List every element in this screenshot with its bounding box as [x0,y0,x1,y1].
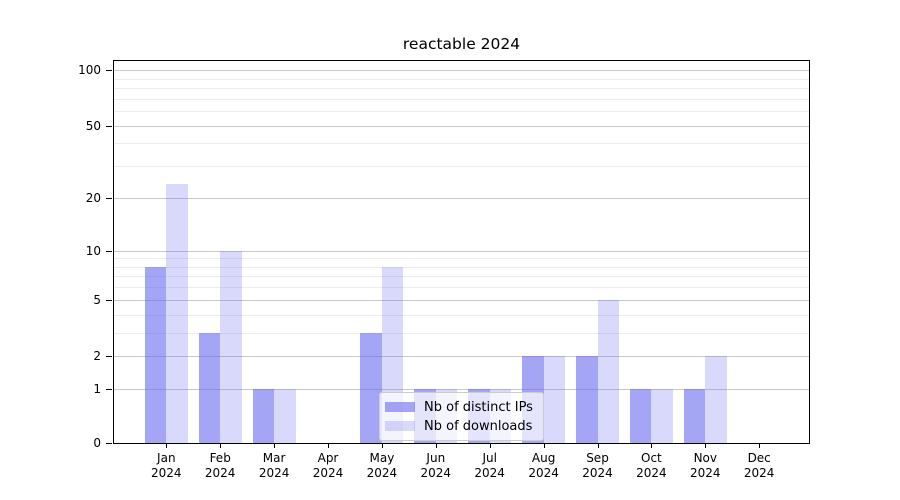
y-tick-mark-0 [106,443,112,444]
legend-swatch-downloads-icon [385,421,415,431]
bar-distinct-ips-sep [576,356,598,443]
legend-label-downloads: Nb of downloads [424,418,533,434]
y-tick-label-50: 50 [85,118,101,133]
y-tick-label-2: 2 [93,349,101,364]
legend: Nb of distinct IPs Nb of downloads [379,392,544,441]
y-tick-mark-50 [106,125,112,127]
x-tick-mark-jun [435,444,437,448]
y-tick-label-20: 20 [85,190,101,205]
bar-distinct-ips-nov [683,389,706,443]
gridline-major-5 [114,299,809,301]
bar-downloads-sep [597,299,619,443]
y-tick-mark-10 [106,250,112,252]
x-tick-label-mar: Mar 2024 [258,451,290,480]
x-tick-label-dec: Dec 2024 [743,451,775,480]
y-tick-mark-5 [106,299,112,301]
bar-downloads-aug [543,356,566,443]
gridline-major-1 [114,389,809,391]
gridline-major-100 [114,70,809,71]
y-tick-label-100: 100 [78,63,101,77]
legend-swatch-distinct-ips-icon [385,402,415,412]
gridline-minor-4 [114,314,809,316]
x-tick-label-jun: Jun 2024 [420,451,452,480]
x-tick-mark-dec [759,444,761,448]
x-tick-mark-jul [489,444,491,448]
x-tick-mark-nov [705,444,707,448]
gridline-major-20 [114,197,809,199]
bar-distinct-ips-jan [144,266,167,443]
gridline-major-2 [114,356,809,358]
bar-distinct-ips-oct [629,389,652,443]
gridline-minor-6 [114,287,809,289]
bar-distinct-ips-may [360,332,382,443]
x-tick-label-jan: Jan 2024 [151,451,182,480]
x-tick-mark-aug [543,444,545,448]
x-tick-label-apr: Apr 2024 [312,451,344,480]
y-tick-label-10: 10 [85,243,101,258]
chart-title: reactable 2024 [402,35,521,53]
x-tick-label-aug: Aug 2024 [528,451,559,480]
gridline-minor-30 [114,166,809,168]
gridline-minor-80 [114,88,809,89]
bar-downloads-jan [166,183,188,443]
x-tick-label-sep: Sep 2024 [582,451,613,480]
bar-distinct-ips-mar [252,389,275,443]
gridline-minor-9 [114,258,809,260]
x-tick-mark-feb [220,444,222,448]
y-tick-mark-20 [106,197,112,199]
y-tick-label-5: 5 [93,292,101,307]
y-tick-mark-100 [106,70,112,71]
gridline-minor-8 [114,266,809,268]
x-tick-mark-sep [597,444,599,448]
y-tick-mark-1 [106,389,112,391]
y-tick-label-0: 0 [93,436,101,450]
y-tick-label-1: 1 [93,382,101,397]
gridline-major-10 [114,250,809,252]
x-tick-label-may: May 2024 [366,451,398,480]
legend-item-distinct-ips: Nb of distinct IPs [385,398,537,416]
x-tick-mark-oct [651,444,653,448]
bar-downloads-mar [274,389,296,443]
gridline-minor-90 [114,78,809,80]
x-tick-mark-may [381,444,383,448]
gridline-minor-3 [114,332,809,334]
bar-downloads-nov [705,356,727,443]
x-tick-mark-apr [328,444,329,448]
x-tick-label-nov: Nov 2024 [690,451,721,480]
plot-area: Nb of distinct IPs Nb of downloads [113,60,810,444]
x-tick-label-jul: Jul 2024 [474,451,505,480]
gridline-minor-7 [114,276,809,278]
bar-downloads-feb [220,250,242,443]
bar-distinct-ips-feb [198,332,221,443]
gridline-minor-70 [114,98,809,100]
legend-label-distinct-ips: Nb of distinct IPs [424,399,533,415]
x-tick-label-oct: Oct 2024 [636,451,667,480]
gridline-major-50 [114,125,809,127]
x-tick-mark-mar [274,444,276,448]
bar-downloads-oct [651,389,673,443]
legend-item-downloads: Nb of downloads [385,417,537,435]
x-tick-label-feb: Feb 2024 [204,451,236,480]
gridline-minor-40 [114,143,809,145]
y-tick-mark-2 [106,356,112,358]
x-tick-mark-jan [166,444,168,448]
gridline-minor-60 [114,111,809,113]
